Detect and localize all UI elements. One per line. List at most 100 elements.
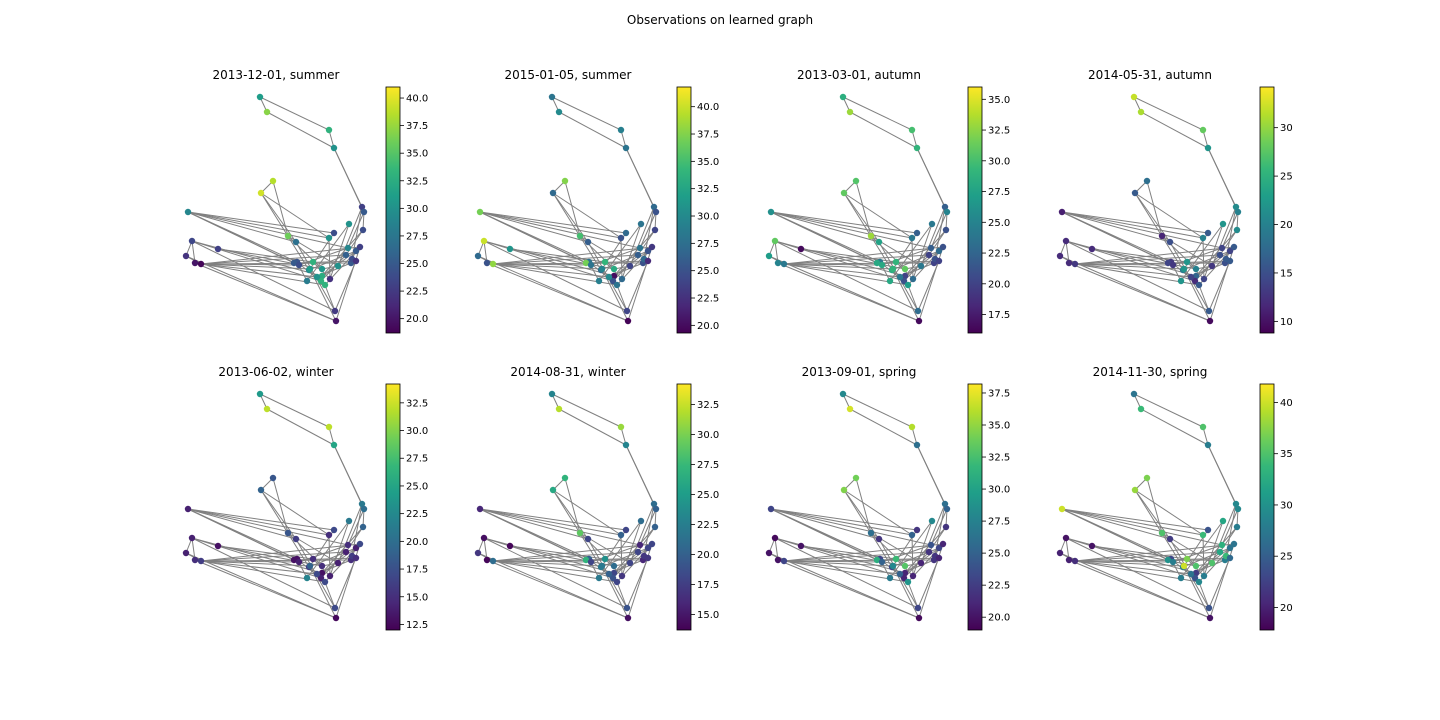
graph-node <box>636 244 644 252</box>
graph-node <box>1131 486 1139 494</box>
graph-edge <box>1198 284 1210 312</box>
graph-edges <box>477 96 657 322</box>
graph-edge <box>1207 444 1239 510</box>
graph-edge <box>626 260 649 312</box>
colorbar-tick-label: 32.5 <box>697 184 719 195</box>
graph-edge <box>907 284 919 312</box>
graph-edge <box>1074 246 1235 265</box>
graph-node <box>613 578 621 586</box>
graph-edge <box>200 560 318 575</box>
graph-node <box>330 441 338 449</box>
graph-edge <box>337 503 363 564</box>
graph-node <box>605 273 613 281</box>
graph-node <box>1216 251 1224 259</box>
graph-node <box>317 277 325 285</box>
graph-node <box>1200 572 1208 580</box>
graph-node <box>650 500 658 508</box>
colorbar-tick-label: 20.0 <box>988 613 1010 624</box>
graph-edge <box>260 489 310 568</box>
graph-node <box>846 405 854 413</box>
graph-edge <box>916 147 948 213</box>
graph-edge <box>770 211 913 239</box>
graph-edge <box>187 211 349 249</box>
graph-node <box>1192 265 1200 273</box>
graph-node <box>598 562 606 570</box>
graph-node <box>326 572 334 580</box>
panel-title: 2013-12-01, summer <box>213 68 340 82</box>
graph-edge <box>1140 408 1209 446</box>
graph-edge <box>842 96 913 131</box>
colorbar-tick-label: 10 <box>1280 317 1293 328</box>
colorbar-tick-label: 32.5 <box>988 126 1010 137</box>
graph-edges <box>477 393 657 619</box>
colorbar: 20.0 22.5 25.0 27.5 30.0 32.5 35.0 37.5 40.0 <box>676 86 719 334</box>
graph-node <box>1230 243 1238 251</box>
graph-node <box>774 556 782 564</box>
graph-node <box>1137 108 1145 116</box>
graph-edge <box>920 206 946 267</box>
graph-node <box>1199 423 1207 431</box>
graph-node <box>942 226 950 234</box>
graph-node <box>1204 229 1212 237</box>
graph-edge <box>770 508 918 531</box>
colorbar-gradient <box>1259 86 1275 334</box>
graph-edge <box>200 560 311 567</box>
graph-node <box>1183 258 1191 266</box>
graph-edge <box>1140 111 1209 149</box>
graph-node <box>852 177 860 185</box>
graph-node <box>1199 234 1207 242</box>
graph-node <box>263 405 271 413</box>
graph-node <box>1195 281 1203 289</box>
graph-edge <box>629 206 655 267</box>
graph-node <box>939 540 947 548</box>
graph-edge <box>783 246 944 265</box>
graph-node <box>613 281 621 289</box>
graph-node <box>765 252 773 260</box>
graph-node <box>1226 247 1234 255</box>
graph-node <box>901 272 909 280</box>
graph-node <box>839 390 847 398</box>
graph-edge <box>1074 560 1192 575</box>
graph-node <box>610 265 618 273</box>
graph-node <box>1088 245 1096 253</box>
graph-node <box>618 275 626 283</box>
graph-node <box>331 604 339 612</box>
graph-node <box>352 554 360 562</box>
graph-node <box>1199 126 1207 134</box>
graph-node <box>1071 260 1079 268</box>
graph-node <box>610 562 618 570</box>
panel-5: 2013-06-02, winter 12.5 15.0 17.5 20.0 22.5 25… <box>182 365 428 631</box>
colorbar: 17.5 20.0 22.5 25.0 27.5 30.0 32.5 35.0 <box>967 86 1010 334</box>
graph-edge <box>187 211 335 234</box>
panel-title: 2014-11-30, spring <box>1093 365 1208 379</box>
graph-edge <box>770 211 883 266</box>
graph-edge <box>1059 255 1211 322</box>
graph-edge <box>1074 560 1185 567</box>
graph-node <box>1130 390 1138 398</box>
graph-node <box>483 556 491 564</box>
colorbar-tick-label: 25.0 <box>406 259 428 270</box>
graph-node <box>601 555 609 563</box>
panel-1: 2013-12-01, summer 20.0 22.5 25.0 27.5 30.0 32… <box>182 68 428 334</box>
colorbar-tick-label: 30.0 <box>988 156 1010 167</box>
graph-edge <box>1061 211 1209 234</box>
graph-node <box>637 220 645 228</box>
graph-node <box>1204 441 1212 449</box>
graph-node <box>1219 220 1227 228</box>
graph-node <box>1169 261 1177 269</box>
graph-edge <box>306 520 350 579</box>
graph-edge <box>217 248 323 270</box>
graph-edge <box>920 503 946 564</box>
graph-node <box>474 252 482 260</box>
colorbar-tick-label: 30 <box>1280 123 1293 134</box>
graph-node <box>941 500 949 508</box>
graph-edge <box>1061 508 1174 563</box>
graph-node <box>334 262 342 270</box>
graph-edge <box>843 489 893 568</box>
graph-node <box>939 243 947 251</box>
graph-edge <box>1134 192 1184 271</box>
graph-edge <box>768 552 920 619</box>
panel-title: 2013-03-01, autumn <box>797 68 921 82</box>
graph-node <box>1166 238 1174 246</box>
